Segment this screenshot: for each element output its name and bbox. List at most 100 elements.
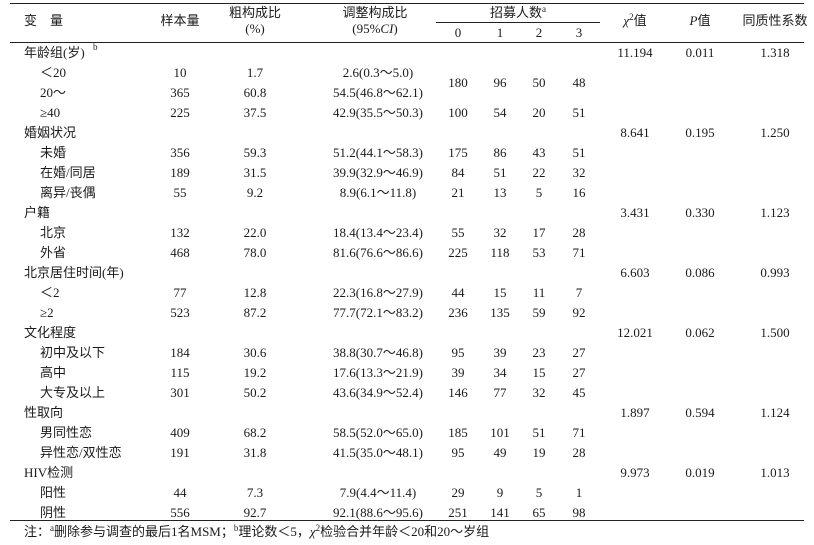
group-label: 婚姻状况 xyxy=(24,125,77,140)
table-row: 异性恋/双性恋 191 31.8 41.5(35.0～48.1) 95 49 19 28 xyxy=(0,443,814,463)
cell-recruit-r1: 15 xyxy=(493,285,507,300)
adjusted-line2: (95%CI) xyxy=(320,21,430,37)
cell-recruit-r1: 32 xyxy=(493,225,507,240)
table-row: 未婚 356 59.3 51.2(44.1～58.3) 175 86 43 51 xyxy=(0,143,814,163)
cell-recruit-r3: 27 xyxy=(572,345,586,360)
bottom-rule xyxy=(10,520,804,521)
stat-h: 1.250 xyxy=(760,125,790,140)
cell-adj: 18.4(13.4～23.4) xyxy=(333,225,423,240)
cell-recruit-r3: 16 xyxy=(572,185,586,200)
recruit-col-0: 0 xyxy=(454,25,462,40)
cell-crude: 92.7 xyxy=(243,505,267,520)
cell-crude: 19.2 xyxy=(243,365,267,380)
group-row: 文化程度 12.021 0.062 1.500 xyxy=(0,323,814,343)
cell-n: 356 xyxy=(170,145,190,160)
row-label: 20～ xyxy=(40,85,67,100)
cell-crude: 68.2 xyxy=(243,425,267,440)
crude-line1: 粗构成比 xyxy=(228,5,281,20)
stat-p: 0.011 xyxy=(685,45,715,60)
cell-recruit-r3: 1 xyxy=(575,485,583,500)
p-symbol: P xyxy=(689,13,698,28)
cell-adj: 54.5(46.8～62.1) xyxy=(333,85,423,100)
cell-adj: 92.1(88.6～95.6) xyxy=(333,505,423,520)
group-label: 性取向 xyxy=(24,405,64,420)
recruit-label: 招募人数 xyxy=(489,5,542,20)
stat-h: 1.500 xyxy=(760,325,790,340)
merged-recruit-r0: 180 xyxy=(448,75,468,90)
cell-adj: 81.6(76.6～86.6) xyxy=(333,245,423,260)
cell-crude: 59.3 xyxy=(243,145,267,160)
col-header-chi2: χ2值 xyxy=(610,13,660,29)
cell-adj: 58.5(52.0～65.0) xyxy=(333,425,423,440)
row-label: 初中及以下 xyxy=(40,345,106,360)
table-row: 外省 468 78.0 81.6(76.6～86.6) 225 118 53 71 xyxy=(0,243,814,263)
stat-p: 0.086 xyxy=(685,265,715,280)
row-label: 大专及以上 xyxy=(40,385,106,400)
note-chi-sup: 2 xyxy=(315,523,321,533)
cell-n: 132 xyxy=(170,225,190,240)
group-row: HIV检测 9.973 0.019 1.013 xyxy=(0,463,814,483)
chi-symbol: χ xyxy=(623,13,630,28)
cell-n: 409 xyxy=(170,425,190,440)
cell-recruit-r0: 225 xyxy=(448,245,468,260)
col-header-crude: 粗构成比 (%) xyxy=(225,5,285,37)
p-suffix: 值 xyxy=(697,13,711,28)
cell-crude: 50.2 xyxy=(243,385,267,400)
cell-recruit-r2: 15 xyxy=(532,365,546,380)
cell-crude: 12.8 xyxy=(243,285,267,300)
merged-recruit-r2: 50 xyxy=(532,75,546,90)
row-label: 北京 xyxy=(40,225,67,240)
cell-recruit-r0: 39 xyxy=(451,365,465,380)
note-chi: χ xyxy=(309,524,316,539)
cell-crude: 30.6 xyxy=(243,345,267,360)
cell-recruit-r0: 95 xyxy=(451,445,465,460)
stat-chi2: 11.194 xyxy=(617,45,653,60)
stat-chi2: 12.021 xyxy=(617,325,653,340)
cell-adj: 42.9(35.5～50.3) xyxy=(333,105,423,120)
cell-adj: 38.8(30.7～46.8) xyxy=(333,345,423,360)
cell-n: 55 xyxy=(173,185,187,200)
cell-adj: 7.9(4.4～11.4) xyxy=(339,485,417,500)
cell-recruit-r2: 17 xyxy=(532,225,546,240)
cell-recruit-r1: 77 xyxy=(493,385,507,400)
stat-chi2: 9.973 xyxy=(620,465,650,480)
group-label: 文化程度 xyxy=(24,325,77,340)
stat-p: 0.330 xyxy=(685,205,715,220)
adjusted-line1: 调整构成比 xyxy=(342,5,408,20)
cell-recruit-r1: 118 xyxy=(490,245,510,260)
cell-recruit-r0: 251 xyxy=(448,505,468,520)
table-row: 男同性恋 409 68.2 58.5(52.0～65.0) 185 101 51 71 xyxy=(0,423,814,443)
table-row: ＜2 77 12.8 22.3(16.8～27.9) 44 15 11 7 xyxy=(0,283,814,303)
row-label: 外省 xyxy=(40,245,67,260)
row-label: 阴性 xyxy=(40,505,67,520)
crude-line2: (%) xyxy=(245,21,265,36)
top-rule xyxy=(10,3,804,4)
stat-h: 1.123 xyxy=(760,205,790,220)
cell-recruit-r3: 27 xyxy=(572,365,586,380)
group-row: 户籍 3.431 0.330 1.123 xyxy=(0,203,814,223)
table-row: 北京 132 22.0 18.4(13.4～23.4) 55 32 17 28 xyxy=(0,223,814,243)
note-text-b1: 理论数＜5， xyxy=(238,524,310,539)
cell-recruit-r0: 29 xyxy=(451,485,465,500)
group-label: HIV检测 xyxy=(24,465,74,480)
cell-n: 115 xyxy=(170,365,190,380)
stat-chi2: 8.641 xyxy=(620,125,650,140)
stat-chi2: 6.603 xyxy=(620,265,650,280)
cell-recruit-r3: 28 xyxy=(572,225,586,240)
cell-recruit-r0: 95 xyxy=(451,345,465,360)
cell-n: 523 xyxy=(170,305,190,320)
cell-crude: 31.5 xyxy=(243,165,267,180)
cell-recruit-r1: 54 xyxy=(493,105,507,120)
cell-crude: 37.5 xyxy=(243,105,267,120)
note-text-b2: 检验合并年龄＜20和20～岁组 xyxy=(320,524,490,539)
cell-recruit-r1: 9 xyxy=(496,485,504,500)
cell-recruit-r1: 49 xyxy=(493,445,507,460)
group-row: 性取向 1.897 0.594 1.124 xyxy=(0,403,814,423)
row-label: 异性恋/双性恋 xyxy=(40,445,122,460)
cell-adj: 17.6(13.3～21.9) xyxy=(333,365,423,380)
cell-n: 184 xyxy=(170,345,190,360)
col-header-recruit: 招募人数a xyxy=(436,5,600,21)
adjusted-line2-ci: CI xyxy=(380,21,394,36)
cell-recruit-r0: 21 xyxy=(451,185,465,200)
